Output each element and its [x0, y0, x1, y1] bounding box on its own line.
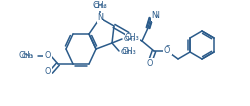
Text: N: N — [97, 13, 102, 22]
Text: N: N — [152, 10, 158, 20]
Text: CH₃: CH₃ — [22, 53, 34, 59]
Text: O: O — [163, 47, 170, 56]
Text: O: O — [45, 68, 51, 77]
Text: O: O — [45, 52, 51, 61]
Text: CH₃: CH₃ — [120, 49, 132, 55]
Text: CH₃: CH₃ — [92, 1, 107, 10]
Text: CH₃: CH₃ — [122, 47, 136, 56]
Text: N: N — [97, 13, 102, 22]
Text: O: O — [44, 68, 50, 77]
Text: N: N — [152, 13, 157, 22]
Text: N: N — [150, 11, 156, 20]
Text: CH₃: CH₃ — [124, 33, 139, 43]
Text: O: O — [164, 45, 170, 54]
Text: O: O — [44, 52, 50, 61]
Text: CH₃: CH₃ — [94, 3, 106, 9]
Text: CH₃: CH₃ — [18, 52, 33, 61]
Text: O: O — [146, 59, 152, 68]
Text: O: O — [145, 59, 152, 68]
Text: CH₃: CH₃ — [124, 36, 136, 42]
